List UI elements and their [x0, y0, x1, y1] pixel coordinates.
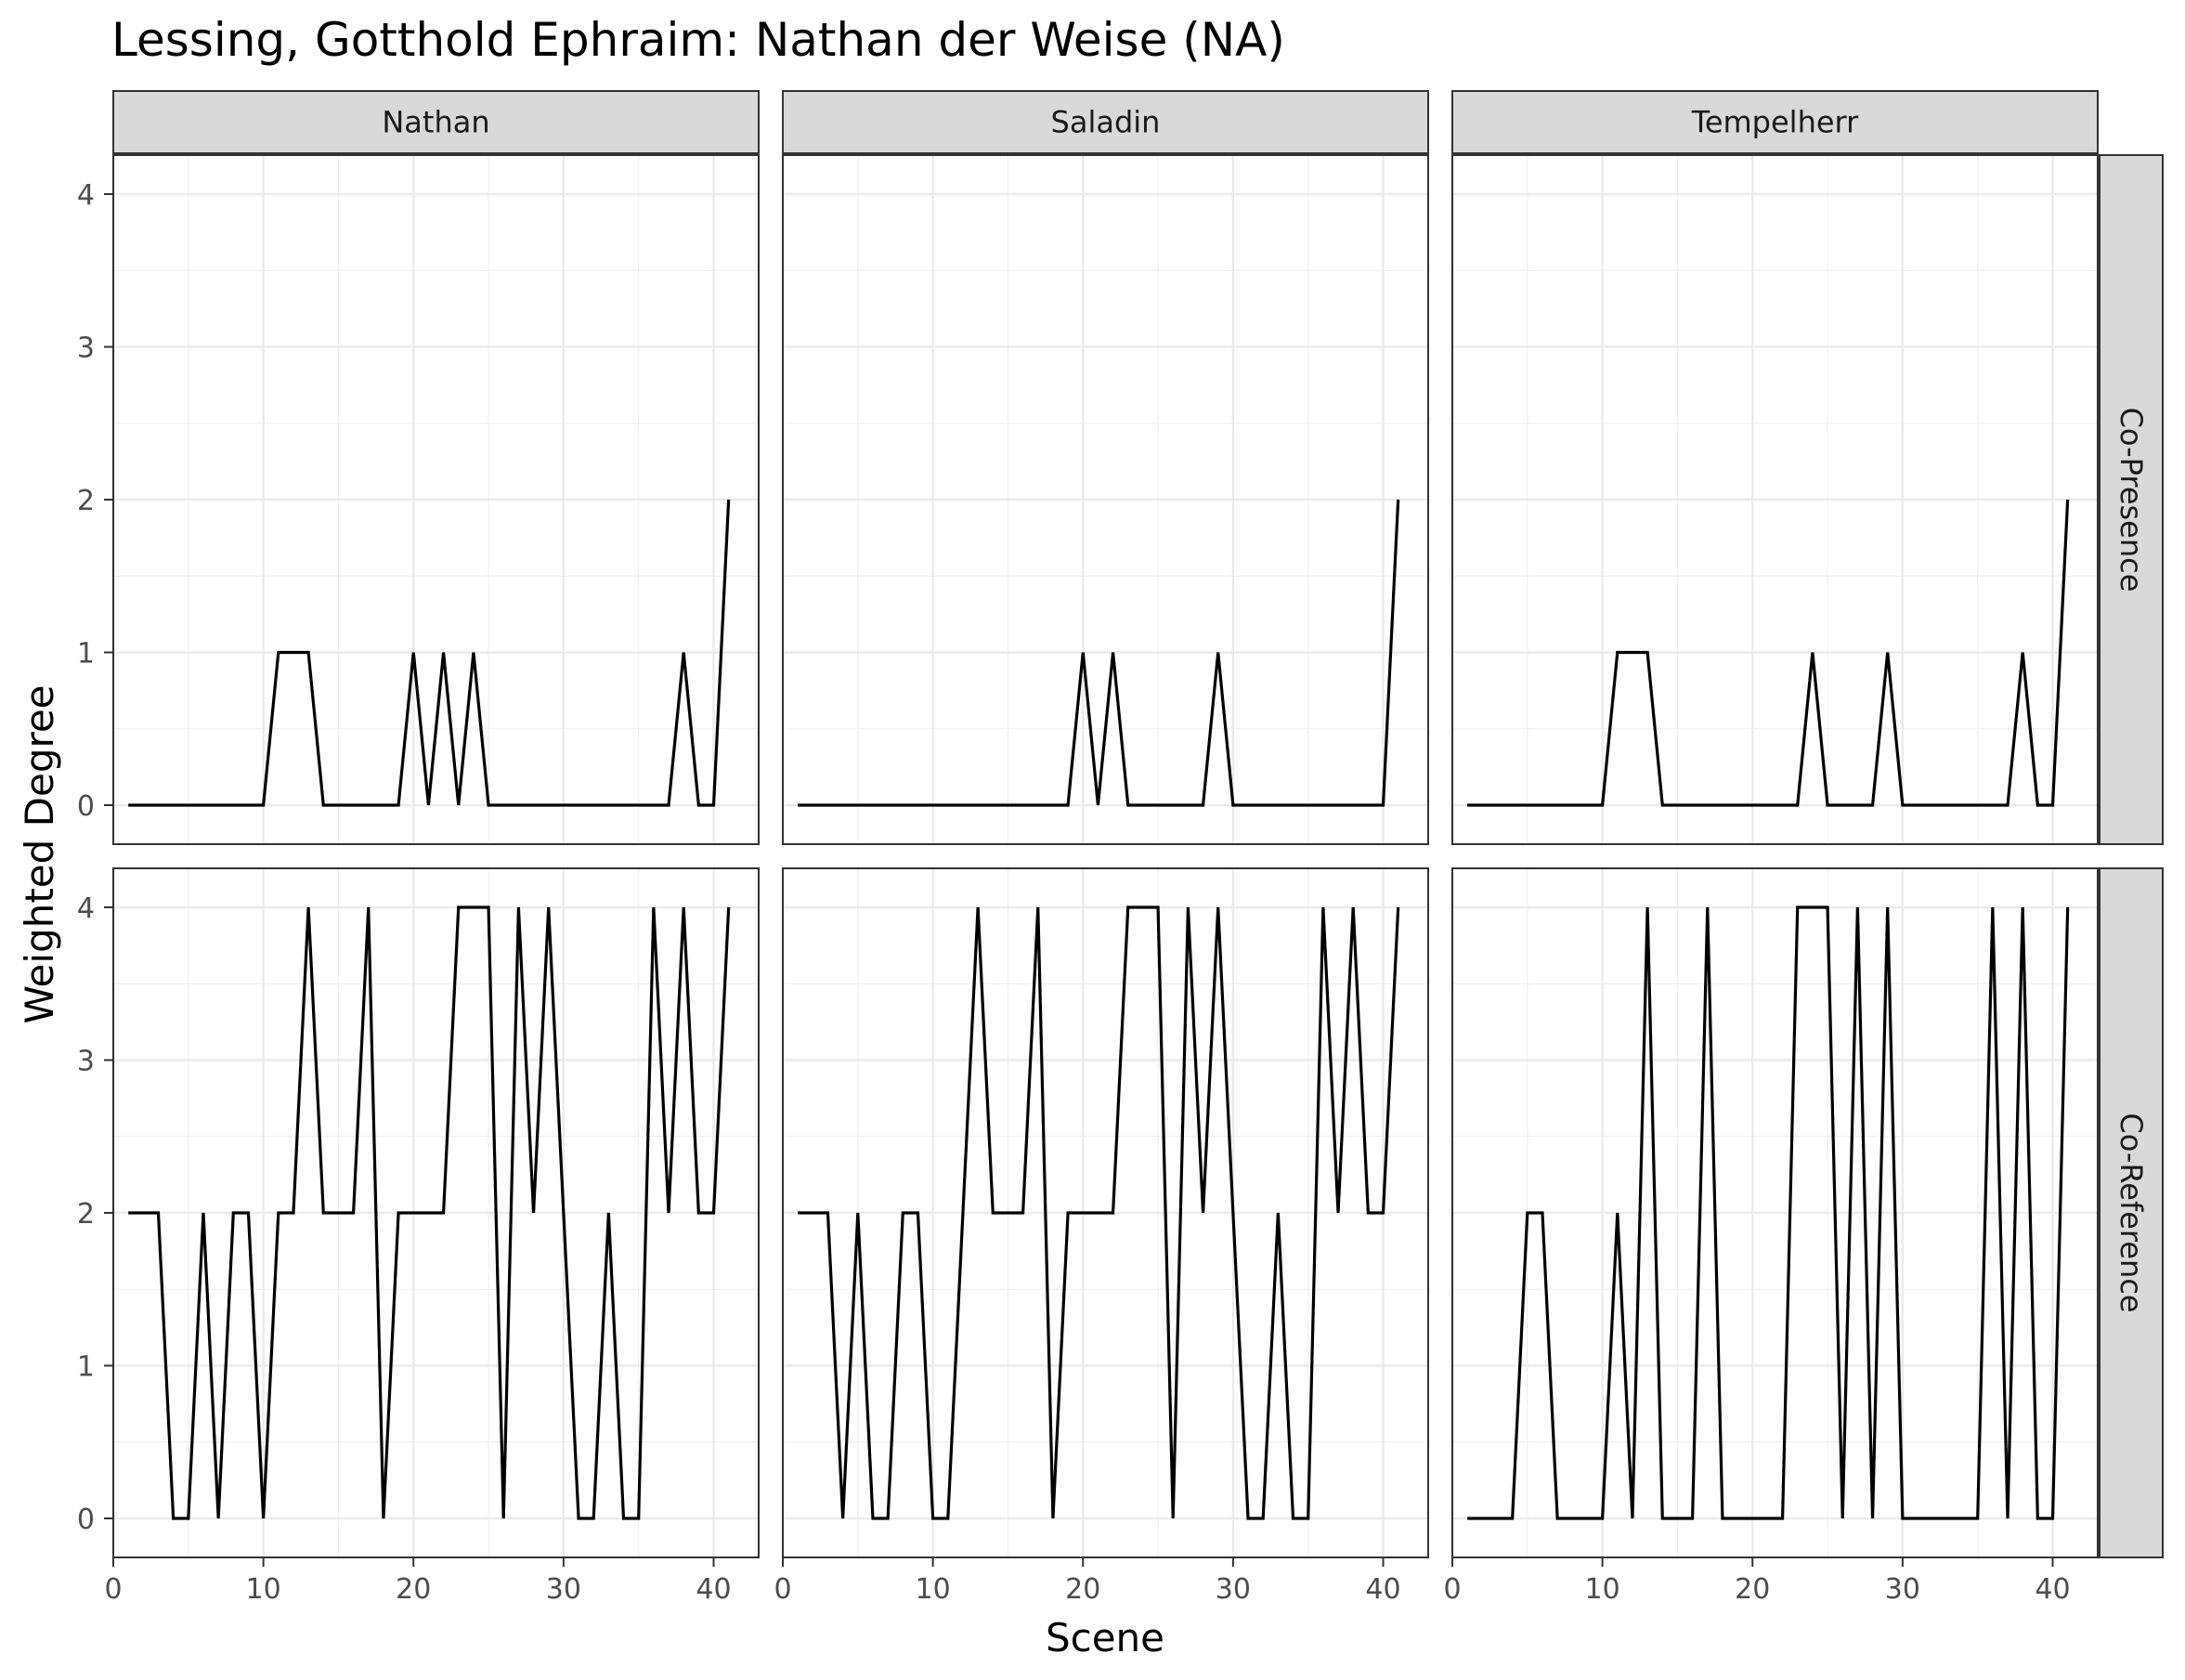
strip-nathan — [112, 90, 760, 154]
x-tick-label: 20 — [1065, 1573, 1100, 1606]
y-tick-label: 3 — [77, 1046, 95, 1078]
panel-tempelherr-co-reference-border — [1451, 867, 2099, 1558]
y-tick-label: 2 — [77, 485, 95, 517]
panel-tempelherr-co-reference: 0 10 20 30 40 — [1443, 867, 2099, 1606]
series-line-saladin-co-reference — [798, 905, 1400, 1520]
panel-saladin-co-presence — [781, 154, 1429, 845]
strip-saladin — [782, 90, 1429, 154]
panel-saladin-co-reference: 0 10 20 30 40 — [774, 867, 1429, 1606]
panel-tempelherr-co-presence-border — [1451, 154, 2099, 845]
panel-nathan-co-presence: 0 1 2 3 4 — [77, 154, 760, 845]
series-line-saladin-co-presence — [798, 499, 1400, 807]
series-line-tempelherr-co-reference — [1467, 905, 2070, 1520]
x-tick-label: 40 — [696, 1573, 731, 1606]
x-tick-label: 30 — [1885, 1573, 1920, 1606]
x-axis-title: Scene — [1046, 1615, 1164, 1660]
y-tick-label: 4 — [77, 179, 95, 212]
strip-co-reference — [2099, 867, 2164, 1558]
y-tick-label: 1 — [77, 1351, 95, 1384]
strip-label-tempelherr: Tempelherr — [1691, 105, 1859, 140]
y-axis-title: Weighted Degree — [17, 684, 62, 1023]
y-tick-label: 2 — [77, 1198, 95, 1231]
panel-saladin-co-presence-border — [782, 154, 1429, 845]
strip-co-presence — [2099, 154, 2164, 845]
y-tick-label: 3 — [77, 332, 95, 365]
x-tick-label: 0 — [1443, 1573, 1461, 1606]
y-tick-label: 0 — [77, 790, 95, 823]
x-tick-label: 10 — [916, 1573, 951, 1606]
x-tick-label: 0 — [774, 1573, 791, 1606]
panel-grid: Nathan Saladin Tempelherr Co-Presence Co-Ref… — [77, 90, 2164, 1606]
strip-label-co-reference: Co-Reference — [2113, 1113, 2149, 1312]
panel-saladin-co-reference-border — [782, 867, 1429, 1558]
series-line-nathan-co-reference — [128, 905, 731, 1520]
series-line-tempelherr-co-presence — [1467, 499, 2070, 807]
x-tick-label: 30 — [1216, 1573, 1251, 1606]
x-tick-label: 0 — [104, 1573, 122, 1606]
series-line-nathan-co-presence — [128, 499, 731, 807]
strip-label-saladin: Saladin — [1051, 105, 1161, 140]
y-tick-label: 0 — [77, 1504, 95, 1536]
panel-tempelherr-co-presence — [1450, 154, 2099, 845]
x-tick-label: 10 — [1585, 1573, 1620, 1606]
strip-label-nathan: Nathan — [382, 105, 489, 140]
x-tick-label: 40 — [1365, 1573, 1400, 1606]
y-tick-label: 4 — [77, 892, 95, 925]
x-tick-label: 20 — [396, 1573, 431, 1606]
strip-label-co-presence: Co-Presence — [2113, 408, 2149, 593]
y-tick-label: 1 — [77, 638, 95, 671]
x-tick-label: 30 — [546, 1573, 581, 1606]
chart-title: Lessing, Gotthold Ephraim: Nathan der We… — [111, 13, 1285, 67]
x-tick-label: 40 — [2035, 1573, 2070, 1606]
x-tick-label: 20 — [1735, 1573, 1770, 1606]
strip-tempelherr — [1451, 90, 2099, 154]
x-tick-label: 10 — [246, 1573, 281, 1606]
